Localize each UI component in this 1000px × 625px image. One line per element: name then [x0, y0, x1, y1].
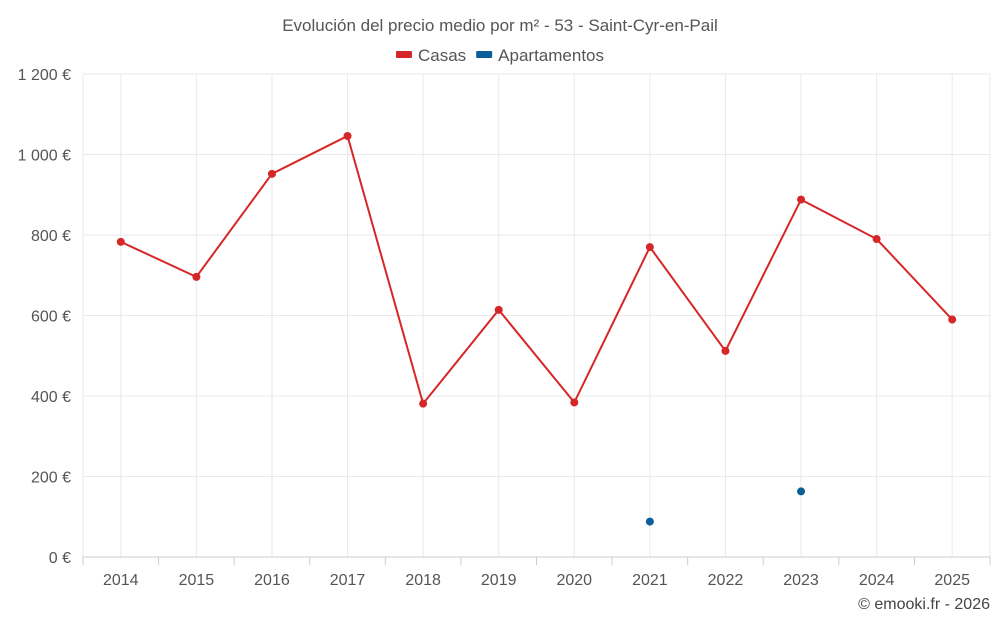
data-point[interactable]	[721, 346, 730, 355]
x-axis: 2014 2015 2016 2017 2018 2019 2020 2021 2022 2023…	[82, 556, 991, 589]
x-tick-label: 2023	[783, 572, 819, 589]
chart-title: Evolución del precio medio por m² - 53 -…	[282, 16, 718, 35]
y-tick-label: 400 €	[31, 389, 71, 406]
data-point[interactable]	[116, 237, 125, 246]
grid	[82, 73, 991, 557]
series-casas	[116, 131, 957, 408]
x-tick-label: 2017	[330, 572, 366, 589]
data-point[interactable]	[570, 398, 579, 407]
x-tick-label: 2016	[254, 572, 290, 589]
data-point[interactable]	[267, 169, 276, 178]
data-point[interactable]	[645, 243, 654, 252]
data-point[interactable]	[419, 399, 428, 408]
legend-label: Casas	[418, 46, 466, 65]
data-point[interactable]	[948, 315, 957, 324]
x-tick-label: 2024	[859, 572, 895, 589]
data-point[interactable]	[494, 305, 503, 314]
x-tick-label: 2022	[708, 572, 744, 589]
x-tick-label: 2021	[632, 572, 668, 589]
legend-label: Apartamentos	[498, 46, 604, 65]
data-point[interactable]	[797, 195, 806, 204]
legend-swatch[interactable]	[395, 51, 412, 58]
x-tick-label: 2018	[405, 572, 441, 589]
x-tick-label: 2020	[556, 572, 592, 589]
series-line	[120, 134, 953, 406]
x-tick-label: 2015	[179, 572, 215, 589]
legend-swatch[interactable]	[476, 51, 493, 58]
y-axis: 0 € 200 € 400 € 600 € 800 € 1 000 € 1 200 €	[18, 67, 71, 567]
y-tick-label: 1 000 €	[18, 148, 71, 165]
legend: Casas Apartamentos	[395, 46, 604, 65]
series-apartamentos	[645, 487, 806, 526]
y-tick-label: 600 €	[31, 309, 71, 326]
y-tick-label: 0 €	[49, 550, 71, 567]
data-point[interactable]	[645, 517, 654, 526]
x-tick-label: 2025	[934, 572, 970, 589]
y-tick-label: 200 €	[31, 470, 71, 487]
data-point[interactable]	[192, 272, 201, 281]
data-point[interactable]	[343, 131, 352, 140]
data-point[interactable]	[872, 235, 881, 244]
data-point[interactable]	[797, 487, 806, 496]
x-tick-label: 2019	[481, 572, 517, 589]
y-tick-label: 1 200 €	[18, 67, 71, 84]
credit-text: © emooki.fr - 2026	[858, 596, 990, 613]
y-tick-label: 800 €	[31, 228, 71, 245]
series-layer	[116, 131, 957, 526]
x-tick-label: 2014	[103, 572, 139, 589]
